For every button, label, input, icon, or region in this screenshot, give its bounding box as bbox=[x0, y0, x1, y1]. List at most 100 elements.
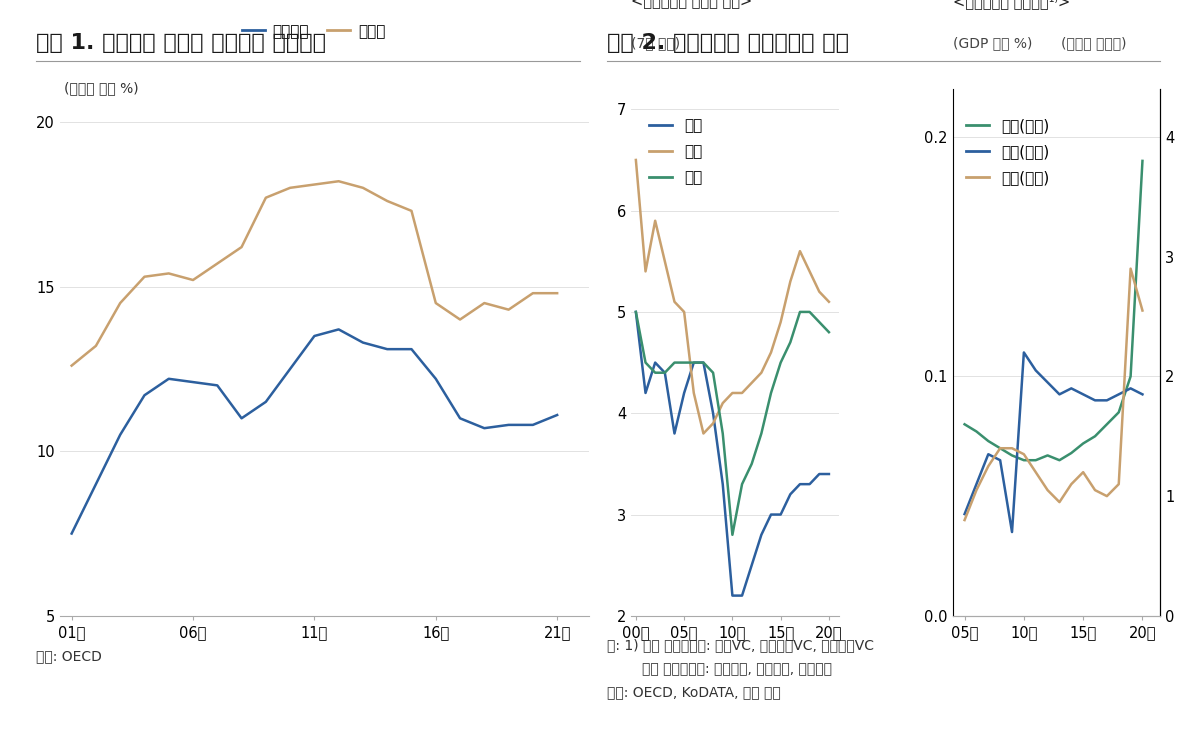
Text: (업체당 십억원): (업체당 십억원) bbox=[1060, 36, 1126, 50]
기업부문 bbox=[380, 345, 394, 354]
한국 bbox=[687, 358, 701, 367]
미국 bbox=[793, 246, 807, 255]
Text: (7점 만점): (7점 만점) bbox=[631, 36, 681, 50]
기업부문 bbox=[356, 338, 370, 347]
민간(우축) bbox=[992, 456, 1007, 464]
Text: 정부 벤처캐피탈: 모태펀드, 정책기관, 산업은행: 정부 벤처캐피탈: 모태펀드, 정책기관, 산업은행 bbox=[607, 662, 832, 676]
민간(우축) bbox=[1111, 390, 1126, 398]
Line: 한국: 한국 bbox=[635, 312, 829, 596]
미국 bbox=[649, 216, 663, 225]
전부문 bbox=[211, 259, 225, 268]
한국 bbox=[706, 409, 720, 418]
전체(좌축) bbox=[1028, 456, 1042, 464]
미국 bbox=[774, 318, 788, 326]
한국 bbox=[754, 531, 769, 539]
기업부문 bbox=[186, 378, 200, 387]
독일 bbox=[754, 429, 769, 438]
정부(우축) bbox=[1076, 467, 1090, 476]
미국 bbox=[745, 378, 759, 387]
독일 bbox=[638, 358, 652, 367]
미국 bbox=[725, 389, 739, 398]
한국 bbox=[793, 480, 807, 489]
독일 bbox=[677, 358, 691, 367]
기업부문 bbox=[477, 424, 491, 433]
Text: 자료: OECD: 자료: OECD bbox=[36, 649, 101, 663]
독일 bbox=[658, 368, 672, 377]
미국 bbox=[822, 298, 837, 306]
한국 bbox=[658, 368, 672, 377]
미국 bbox=[668, 298, 682, 306]
기업부문 bbox=[501, 421, 515, 430]
민간(우축) bbox=[1040, 378, 1054, 387]
미국 bbox=[677, 307, 691, 316]
전체(좌축) bbox=[1123, 372, 1138, 381]
Text: <벤처캐피탈 접근성 지표>: <벤처캐피탈 접근성 지표> bbox=[631, 0, 752, 9]
독일 bbox=[628, 307, 643, 316]
독일 bbox=[802, 307, 816, 316]
민간(우축) bbox=[970, 479, 984, 488]
전부문 bbox=[137, 272, 151, 281]
한국 bbox=[802, 480, 816, 489]
전체(좌축) bbox=[958, 420, 972, 429]
전체(좌축) bbox=[1040, 451, 1054, 460]
Legend: 기업부문, 전부문: 기업부문, 전부문 bbox=[236, 18, 392, 45]
전부문 bbox=[428, 298, 443, 307]
전부문 bbox=[113, 298, 127, 307]
전체(좌축) bbox=[1088, 432, 1102, 441]
전부문 bbox=[332, 177, 346, 186]
한국 bbox=[764, 510, 778, 519]
정부(우축) bbox=[1135, 306, 1150, 315]
기업부문 bbox=[283, 364, 298, 373]
기업부문 bbox=[113, 430, 127, 439]
정부(우축) bbox=[1028, 467, 1042, 476]
독일 bbox=[812, 318, 826, 326]
Line: 민간(우축): 민간(우축) bbox=[965, 352, 1142, 532]
전부문 bbox=[405, 206, 419, 215]
미국 bbox=[735, 389, 750, 398]
미국 bbox=[687, 389, 701, 398]
기업부문 bbox=[89, 479, 104, 488]
전부문 bbox=[356, 183, 370, 192]
민간(우축) bbox=[1016, 348, 1031, 357]
전체(좌축) bbox=[970, 427, 984, 436]
전부문 bbox=[380, 197, 394, 206]
기업부문 bbox=[405, 345, 419, 354]
미국 bbox=[802, 267, 816, 276]
전체(좌축) bbox=[981, 436, 995, 445]
독일 bbox=[725, 531, 739, 539]
독일 bbox=[745, 459, 759, 468]
한국 bbox=[638, 389, 652, 398]
전부문 bbox=[283, 183, 298, 192]
민간(우축) bbox=[1028, 366, 1042, 375]
기업부문 bbox=[64, 529, 79, 538]
정부(우축) bbox=[1004, 444, 1019, 453]
독일 bbox=[696, 358, 710, 367]
기업부문 bbox=[234, 414, 249, 423]
한국 bbox=[668, 429, 682, 438]
전체(좌축) bbox=[1016, 456, 1031, 464]
미국 bbox=[628, 156, 643, 165]
독일 bbox=[687, 358, 701, 367]
전체(좌축) bbox=[1004, 451, 1019, 460]
독일 bbox=[793, 307, 807, 316]
독일 bbox=[668, 358, 682, 367]
정부(우축) bbox=[992, 444, 1007, 453]
한국 bbox=[715, 480, 729, 489]
민간(우축) bbox=[1076, 390, 1090, 398]
기업부문 bbox=[137, 391, 151, 400]
정부(우축) bbox=[1088, 486, 1102, 495]
전체(좌축) bbox=[1064, 449, 1078, 458]
전부문 bbox=[258, 193, 273, 202]
미국 bbox=[715, 398, 729, 407]
미국 bbox=[706, 419, 720, 428]
전체(좌축) bbox=[1052, 456, 1066, 464]
기업부문 bbox=[211, 381, 225, 390]
전체(좌축) bbox=[1135, 157, 1150, 165]
Line: 독일: 독일 bbox=[635, 312, 829, 535]
기업부문 bbox=[453, 414, 468, 423]
한국 bbox=[783, 490, 797, 499]
정부(우축) bbox=[1111, 479, 1126, 488]
정부(우축) bbox=[981, 462, 995, 470]
전부문 bbox=[501, 305, 515, 314]
한국 bbox=[725, 591, 739, 600]
